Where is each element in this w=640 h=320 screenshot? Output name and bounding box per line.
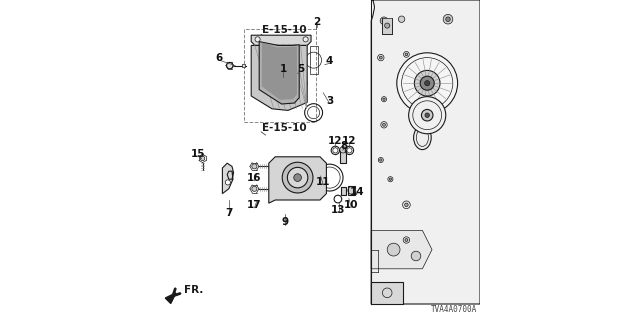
Circle shape — [252, 164, 257, 169]
Text: 9: 9 — [281, 217, 289, 228]
Circle shape — [200, 156, 205, 161]
Ellipse shape — [413, 126, 431, 150]
Text: 10: 10 — [344, 200, 358, 210]
Circle shape — [388, 177, 393, 182]
Polygon shape — [223, 163, 234, 194]
Text: 11: 11 — [316, 177, 330, 188]
Text: 16: 16 — [247, 173, 262, 183]
Circle shape — [404, 52, 410, 57]
Circle shape — [422, 109, 433, 121]
Text: 2: 2 — [313, 17, 321, 28]
Text: E-15-10: E-15-10 — [262, 123, 307, 133]
Text: 12: 12 — [328, 136, 342, 146]
Circle shape — [385, 23, 390, 28]
Text: 15: 15 — [191, 148, 205, 159]
Circle shape — [405, 53, 408, 56]
Circle shape — [225, 180, 230, 185]
Circle shape — [380, 159, 382, 161]
Circle shape — [294, 174, 301, 181]
Circle shape — [420, 76, 435, 90]
Polygon shape — [259, 42, 300, 104]
Circle shape — [398, 16, 405, 22]
Polygon shape — [340, 150, 346, 163]
Circle shape — [380, 56, 382, 59]
Circle shape — [425, 81, 430, 86]
Circle shape — [380, 17, 388, 25]
Bar — [244, 29, 316, 122]
Circle shape — [404, 203, 408, 206]
Text: 1: 1 — [280, 64, 287, 74]
Polygon shape — [371, 0, 480, 304]
Text: 17: 17 — [247, 200, 262, 211]
Text: 7: 7 — [225, 208, 232, 218]
Circle shape — [378, 54, 384, 61]
Polygon shape — [348, 186, 355, 195]
Circle shape — [227, 62, 233, 69]
Circle shape — [403, 237, 410, 243]
Text: TVA4A0700A: TVA4A0700A — [431, 305, 477, 314]
Polygon shape — [371, 282, 403, 304]
Circle shape — [387, 243, 400, 256]
Circle shape — [303, 37, 308, 42]
Circle shape — [415, 70, 440, 96]
Bar — [310, 46, 317, 74]
Circle shape — [340, 147, 346, 153]
Text: 6: 6 — [216, 52, 223, 63]
Text: FR.: FR. — [184, 284, 204, 295]
Circle shape — [282, 162, 313, 193]
Circle shape — [445, 17, 451, 21]
Circle shape — [409, 97, 445, 134]
Text: 5: 5 — [297, 64, 305, 74]
Text: 4: 4 — [326, 56, 333, 66]
Polygon shape — [371, 230, 432, 269]
Text: 13: 13 — [332, 204, 346, 215]
Polygon shape — [251, 35, 311, 45]
Circle shape — [252, 186, 257, 191]
Circle shape — [280, 80, 287, 86]
Circle shape — [412, 251, 421, 261]
Circle shape — [383, 124, 385, 126]
Text: 12: 12 — [342, 136, 356, 146]
Circle shape — [270, 70, 297, 97]
Circle shape — [382, 19, 386, 23]
Circle shape — [403, 201, 410, 209]
Bar — [242, 64, 246, 67]
Bar — [383, 18, 392, 34]
Polygon shape — [251, 45, 307, 110]
Text: 8: 8 — [340, 140, 348, 151]
Circle shape — [397, 53, 458, 114]
Circle shape — [381, 97, 387, 102]
Circle shape — [381, 122, 387, 128]
Circle shape — [255, 37, 260, 42]
Circle shape — [425, 113, 429, 117]
Text: 14: 14 — [349, 187, 364, 197]
Circle shape — [287, 167, 308, 188]
Polygon shape — [165, 293, 176, 303]
Text: 3: 3 — [326, 96, 333, 106]
Text: E-15-10: E-15-10 — [262, 25, 307, 36]
Circle shape — [383, 98, 385, 100]
Polygon shape — [262, 42, 297, 100]
Polygon shape — [269, 157, 326, 203]
Circle shape — [443, 14, 453, 24]
Circle shape — [389, 178, 392, 180]
Circle shape — [405, 239, 408, 242]
Circle shape — [378, 157, 383, 163]
Polygon shape — [340, 187, 346, 195]
